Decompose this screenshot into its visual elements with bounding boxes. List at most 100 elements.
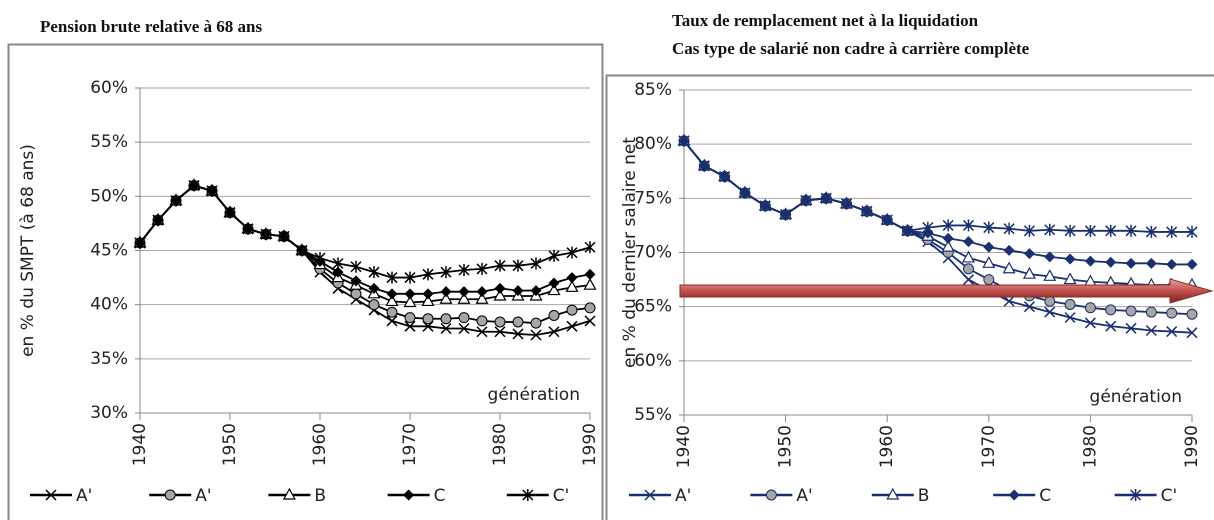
marker (886, 487, 900, 500)
marker (1186, 225, 1198, 238)
x-tick-label: 1960 (310, 423, 330, 466)
y-tick-label: 85% (634, 80, 672, 100)
marker (404, 320, 416, 332)
chart-right: Taux de remplacement net à la liquidatio… (620, 11, 1202, 506)
marker (1145, 324, 1157, 337)
marker (403, 295, 417, 308)
marker (719, 170, 731, 183)
marker (530, 317, 542, 329)
marker (983, 274, 995, 286)
x-tick-label: 1940 (674, 425, 694, 468)
marker (476, 326, 488, 338)
marker (512, 328, 524, 340)
marker (457, 292, 471, 304)
marker (440, 313, 452, 325)
marker (548, 277, 560, 289)
marker (404, 288, 416, 300)
marker (1003, 222, 1015, 235)
marker (206, 184, 218, 197)
marker (458, 264, 470, 276)
marker (780, 208, 792, 221)
marker (1003, 244, 1015, 256)
marker (1044, 251, 1056, 263)
series-line (139, 184, 591, 295)
series-line (139, 184, 591, 279)
marker (1003, 295, 1015, 307)
marker (1105, 304, 1117, 316)
marker (1105, 256, 1117, 268)
marker (530, 257, 542, 270)
series (133, 178, 597, 308)
marker (422, 268, 434, 281)
y-tick-label: 55% (634, 405, 672, 425)
marker (922, 221, 934, 234)
marker (332, 266, 344, 278)
series (134, 179, 596, 284)
marker (962, 274, 975, 286)
y-tick-label: 70% (634, 243, 672, 263)
marker (1023, 224, 1035, 237)
marker (759, 199, 771, 212)
marker (962, 263, 974, 275)
marker (530, 285, 542, 297)
marker (962, 236, 974, 248)
y-tick-label: 60% (634, 351, 672, 371)
series-line (683, 140, 1193, 334)
marker (421, 294, 435, 307)
y-tick-label: 30% (90, 403, 128, 423)
marker (1064, 253, 1076, 265)
marker (1084, 224, 1096, 237)
marker (386, 315, 398, 327)
marker (698, 159, 710, 172)
marker (566, 272, 578, 284)
legend-label: C (1039, 486, 1051, 506)
series (677, 133, 1199, 290)
marker (403, 489, 415, 501)
right-panel-border (605, 74, 1214, 520)
marker (1125, 305, 1137, 317)
legend-label: C' (1161, 486, 1178, 506)
x-tick-label: 1960 (877, 425, 897, 468)
marker (422, 313, 434, 325)
marker (458, 286, 470, 298)
marker (493, 288, 507, 301)
y-tick-label: 80% (634, 134, 672, 154)
marker (476, 262, 488, 275)
marker (1105, 224, 1117, 237)
marker (1064, 224, 1076, 237)
marker (439, 292, 453, 304)
marker (512, 316, 524, 328)
x-tick-label: 1970 (979, 425, 999, 468)
marker (260, 228, 272, 241)
marker (368, 299, 380, 311)
marker (1023, 248, 1035, 260)
marker (584, 268, 596, 280)
y-tick-label: 45% (90, 241, 128, 261)
x-tick-label: 1990 (1182, 425, 1202, 468)
marker (458, 322, 470, 335)
marker (583, 277, 597, 290)
marker (1125, 257, 1137, 269)
chart-left: Pension brute relative à 68 ans en % du S… (18, 17, 600, 506)
marker (278, 230, 290, 243)
marker (566, 320, 578, 332)
marker (1166, 225, 1178, 238)
marker (1145, 306, 1157, 318)
y-tick-label: 50% (90, 186, 128, 206)
marker (861, 205, 873, 218)
legend-label: B (314, 486, 326, 506)
annotation: génération (488, 385, 580, 405)
marker (584, 315, 596, 327)
series (678, 134, 1198, 238)
legend-label: B (918, 486, 930, 506)
marker (512, 259, 524, 272)
marker (404, 312, 416, 324)
y-axis-label: en % du SMPT (à 68 ans) (18, 144, 38, 357)
marker (1044, 306, 1056, 318)
x-tick-label: 1950 (776, 425, 796, 468)
marker (385, 294, 399, 307)
x-tick-label: 1940 (130, 423, 150, 466)
marker (1002, 261, 1016, 274)
marker (942, 219, 954, 232)
marker (565, 280, 579, 292)
